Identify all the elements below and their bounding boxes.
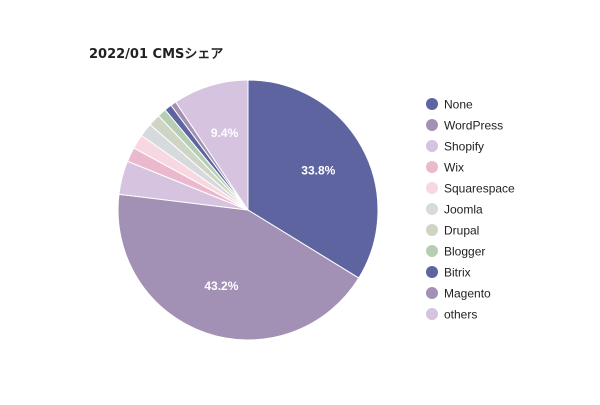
legend-item-joomla[interactable]: Joomla [426,203,483,217]
legend-label: Drupal [444,224,479,238]
legend-item-magento[interactable]: Magento [426,287,491,301]
legend-swatch [426,119,438,131]
data-label-none: 33.8% [301,164,335,178]
legend-swatch [426,308,438,320]
data-label-others: 9.4% [211,126,239,140]
legend-label: Squarespace [444,182,515,196]
legend-label: Joomla [444,203,483,217]
legend-item-wordpress[interactable]: WordPress [426,119,503,133]
legend-label: Shopify [444,140,484,154]
legend-item-none[interactable]: None [426,98,473,112]
legend-swatch [426,266,438,278]
legend-label: others [444,308,477,322]
legend-label: Bitrix [444,266,471,280]
chart-title: 2022/01 CMSシェア [89,47,224,62]
legend-swatch [426,224,438,236]
legend-item-bitrix[interactable]: Bitrix [426,266,471,280]
legend-swatch [426,245,438,257]
legend-swatch [426,203,438,215]
pie-slices [117,79,379,341]
pie-slice-wordpress[interactable] [117,193,360,341]
data-label-wordpress: 43.2% [204,279,238,293]
legend-label: Magento [444,287,491,301]
legend-item-others[interactable]: others [426,308,477,322]
legend-swatch [426,161,438,173]
legend-swatch [426,140,438,152]
legend-item-shopify[interactable]: Shopify [426,140,484,154]
pie-slice-none[interactable] [247,79,379,279]
legend-item-blogger[interactable]: Blogger [426,245,485,259]
legend-label: None [444,98,473,112]
legend-item-drupal[interactable]: Drupal [426,224,479,238]
pie-data-labels: 33.8% 43.2% 9.4% [204,126,335,293]
legend: None WordPress Shopify Wix Squarespace Joomla… [426,98,515,322]
legend-swatch [426,182,438,194]
legend-item-squarespace[interactable]: Squarespace [426,182,515,196]
legend-swatch [426,287,438,299]
legend-swatch [426,98,438,110]
legend-label: Wix [444,161,464,175]
legend-item-wix[interactable]: Wix [426,161,464,175]
legend-label: WordPress [444,119,503,133]
pie-slice-others[interactable] [174,79,249,212]
legend-label: Blogger [444,245,485,259]
